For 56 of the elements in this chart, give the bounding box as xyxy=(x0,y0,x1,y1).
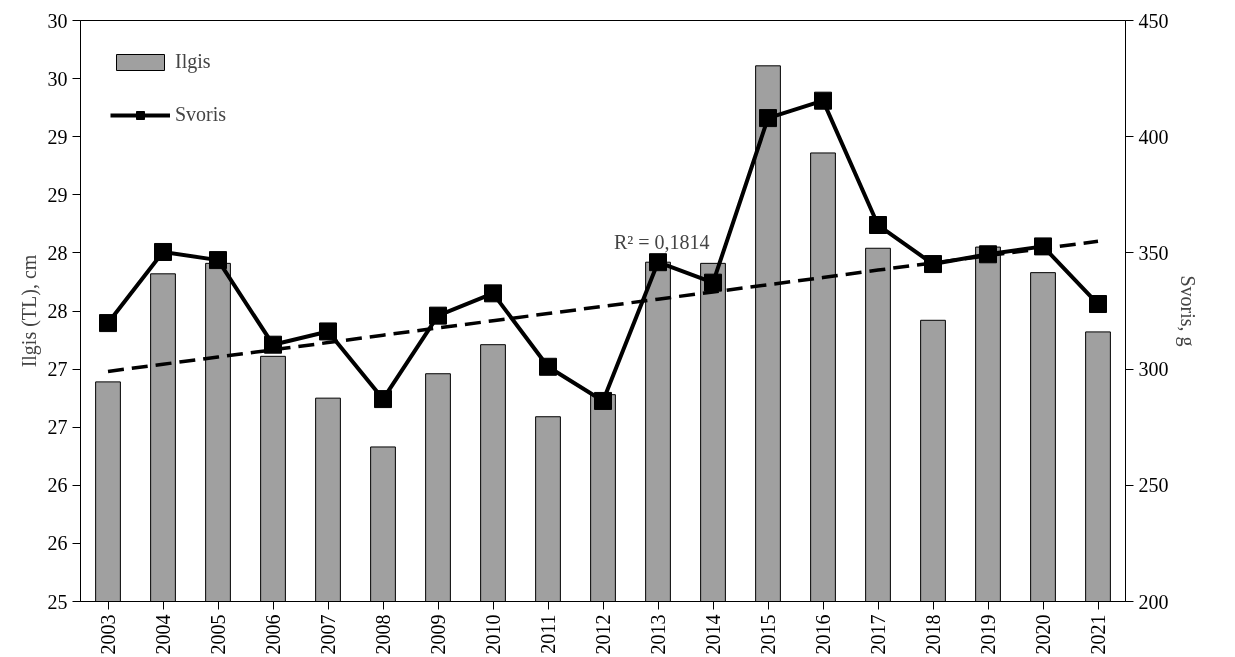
y2-tick-label: 350 xyxy=(1138,241,1169,264)
y-tick-label: 30 xyxy=(47,9,68,32)
y-tick-label: 29 xyxy=(47,183,68,206)
x-tick-label: 2011 xyxy=(537,614,559,654)
point xyxy=(759,109,777,128)
x-tick-label: 2008 xyxy=(372,614,394,655)
point xyxy=(374,390,392,409)
x-tick-label: 2017 xyxy=(867,614,889,655)
y-tick-label: 26 xyxy=(47,532,68,555)
x-tick-label: 2018 xyxy=(922,614,944,655)
point xyxy=(99,314,117,333)
y-tick-label: 27 xyxy=(47,358,68,381)
point xyxy=(539,357,557,376)
y2-tick-label: 250 xyxy=(1138,474,1169,497)
y2-tick-label: 450 xyxy=(1138,9,1169,32)
point xyxy=(484,284,502,303)
x-tick-label: 2004 xyxy=(152,614,174,655)
point xyxy=(869,216,887,235)
x-tick-label: 2014 xyxy=(702,614,724,655)
point xyxy=(429,306,447,325)
y-tick-label: 28 xyxy=(47,241,68,264)
x-tick-label: 2012 xyxy=(592,614,614,655)
legend-label: Ilgis xyxy=(175,50,211,73)
x-tick-label: 2015 xyxy=(757,614,779,655)
x-tick-label: 2016 xyxy=(812,614,834,655)
point xyxy=(154,242,172,261)
point xyxy=(649,253,667,272)
y-tick-label: 26 xyxy=(47,474,68,497)
x-tick-label: 2010 xyxy=(482,614,504,655)
annotation: R² = 0,1814 xyxy=(614,230,710,253)
x-tick-label: 2021 xyxy=(1087,614,1109,655)
x-tick-label: 2020 xyxy=(1032,614,1054,655)
point xyxy=(594,391,612,410)
y-tick-label: 29 xyxy=(47,125,68,148)
x-tick-label: 2019 xyxy=(977,614,999,655)
x-tick-label: 2005 xyxy=(207,614,229,655)
y-tick-label: 28 xyxy=(47,300,68,322)
y-tick-label: 25 xyxy=(47,590,68,613)
x-tick-label: 2007 xyxy=(317,614,339,655)
point xyxy=(209,251,227,270)
point xyxy=(814,91,832,110)
x-tick-label: 2006 xyxy=(262,614,284,655)
y-tick-label: 27 xyxy=(47,416,68,439)
y2-tick-label: 300 xyxy=(1138,358,1169,381)
y-axis-title: Ilgis (TL), cm xyxy=(17,254,41,368)
x-tick-label: 2003 xyxy=(97,614,119,655)
y2-tick-label: 400 xyxy=(1138,125,1169,148)
point xyxy=(704,273,722,292)
x-tick-label: 2009 xyxy=(427,614,449,655)
point xyxy=(319,322,337,341)
x-tick-label: 2013 xyxy=(647,614,669,655)
legend-label: Svoris xyxy=(175,103,227,126)
y-tick-label: 30 xyxy=(47,67,68,90)
y2-tick-label: 200 xyxy=(1138,590,1169,613)
y2-axis-title: Svoris, g xyxy=(1175,275,1199,347)
point xyxy=(1089,295,1107,314)
